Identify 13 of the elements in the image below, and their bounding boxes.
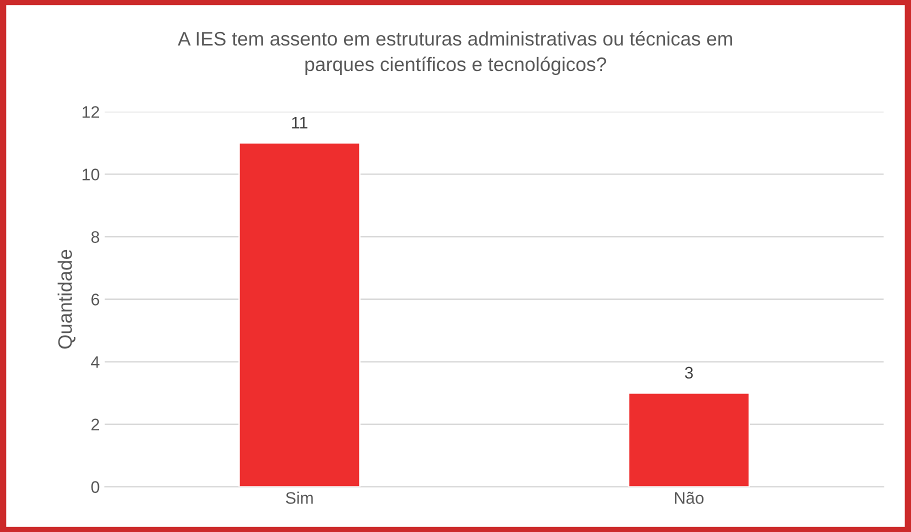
y-tick-label: 4 (91, 356, 100, 368)
x-tick-label: Não (675, 492, 704, 504)
y-axis-title: Quantidade (58, 250, 76, 349)
x-tick-label: Sim (286, 492, 313, 504)
chart-title: A IES tem assento em estruturas administrativas ou técnicas em parques científicos e tecnológicos? (178, 31, 732, 76)
y-tick-label: 2 (91, 418, 100, 430)
y-tick-label: 12 (82, 106, 100, 118)
y-tick-label: 6 (91, 294, 100, 306)
data-label: 11 (292, 116, 308, 128)
y-tick-label: 0 (91, 481, 100, 493)
y-tick-label: 10 (82, 168, 100, 180)
y-tick-label: 8 (91, 231, 100, 243)
data-label: 3 (684, 366, 693, 379)
